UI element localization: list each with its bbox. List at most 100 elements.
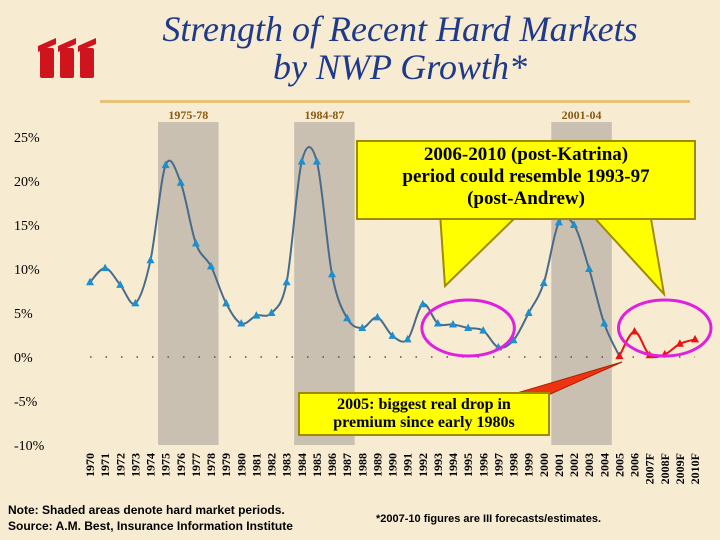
callout-2005-drop: 2005: biggest real drop in premium since… [298,392,550,436]
data-point-1983 [282,277,291,286]
x-tick-label: 2002 [567,453,581,477]
x-tick-label: 2006 [628,453,642,477]
hard-market-label: 1975-78 [168,108,208,122]
data-point-1999 [524,308,533,316]
data-point-1970 [86,277,94,286]
x-tick-label: 1991 [401,453,415,477]
data-point-1974 [146,255,155,264]
x-tick-label: 1974 [144,453,158,477]
title-rule [100,100,690,103]
data-point-1988 [358,323,367,331]
data-point-1993 [433,319,442,327]
y-tick-label: 25% [14,131,40,146]
x-tick-label: 1995 [461,453,475,477]
x-tick-label: 1982 [265,453,279,477]
data-point-1973 [131,298,140,307]
data-point-1995 [464,323,473,331]
x-tick-label: 1993 [431,453,445,477]
pointer-to-1993-97 [438,212,523,289]
data-point-2003 [585,264,594,272]
x-tick-label: 1996 [476,453,490,477]
data-point-1987 [343,313,352,322]
data-point-1985 [312,157,321,165]
y-tick-label: 0% [14,351,33,366]
data-point-1998 [509,335,518,344]
data-point-1991 [403,334,412,343]
note-line-2: Source: A.M. Best, Insurance Information… [8,519,293,533]
y-tick-label: 15% [14,219,40,234]
x-tick-label: 1972 [113,453,127,477]
data-point-1984 [297,157,306,165]
x-tick-label: 2009F [673,453,687,484]
data-point-1977 [191,238,200,247]
x-tick-label: 2007F [643,453,657,484]
data-point-1980 [237,319,246,327]
y-tick-label: -5% [14,395,38,410]
note-line-1: Note: Shaded areas denote hard market pe… [8,503,285,517]
data-point-2000 [539,278,548,287]
x-tick-label: 2003 [582,453,596,477]
hard-market-label: 2001-04 [562,108,602,122]
x-tick-label: 1973 [128,453,142,477]
data-point-1982 [267,308,276,316]
data-point-1990 [388,331,397,339]
x-tick-label: 1976 [174,453,188,477]
callout-drop-line-2: premium since early 1980s [333,414,515,431]
callout-pointers [438,212,666,399]
title-line-2: by NWP Growth* [272,47,527,87]
callout-main-line-3: (post-Andrew) [467,188,585,209]
x-tick-label: 1977 [189,453,203,477]
x-tick-label: 2004 [597,453,611,477]
x-tick-label: 1980 [234,453,248,477]
x-tick-label: 1999 [522,453,536,477]
data-point-1996 [479,326,488,334]
callout-post-katrina: 2006-2010 (post-Katrina) period could re… [356,140,696,220]
x-tick-label: 1983 [280,453,294,477]
y-tick-label: 20% [14,175,40,190]
data-point-1972 [116,280,125,288]
highlight-circle-1 [617,298,713,358]
data-point-1992 [418,299,427,308]
data-point-1994 [449,319,457,328]
x-tick-label: 1985 [310,453,324,477]
x-tick-label: 1979 [219,453,233,477]
x-tick-label: 1981 [249,453,263,477]
x-tick-label: 1978 [204,453,218,477]
highlight-circle-0 [420,298,516,358]
x-tick-label: 1994 [446,453,460,477]
x-tick-label: 1997 [491,453,505,477]
y-tick-label: 10% [14,263,40,278]
data-point-1975 [161,160,170,169]
y-tick-label: -10% [14,439,45,454]
x-tick-label: 1992 [416,453,430,477]
hard-market-1984-87 [294,122,355,445]
data-point-1979 [222,298,231,307]
x-tick-label: 1975 [159,453,173,477]
data-point-2004 [600,319,609,327]
hard-market-labels: 1975-78 1984-87 2001-04 [168,108,601,122]
data-point-1976 [176,178,185,186]
y-tick-label: 5% [14,307,33,322]
title-line-1: Strength of Recent Hard Markets [162,9,638,49]
hard-market-1975-78 [158,122,219,445]
x-tick-label: 1987 [340,453,354,477]
source-note: Note: Shaded areas denote hard market pe… [8,502,293,534]
data-point-2006 [630,326,639,335]
data-point-1981 [252,311,261,319]
forecast-note: *2007-10 figures are III forecasts/estim… [376,513,602,525]
hard-market-label: 1984-87 [304,108,344,122]
x-tick-label: 1984 [295,453,309,477]
x-tick-label: 2008F [658,453,672,484]
highlight-circles [420,298,713,358]
x-tick-label: 2010F [688,453,702,484]
x-tick-label: 1986 [325,453,339,477]
callout-drop-line-1: 2005: biggest real drop in [337,396,511,413]
data-point-1986 [328,269,336,278]
data-point-2010F [691,334,699,343]
callout-main-line-1: 2006-2010 (post-Katrina) [423,144,629,165]
x-tick-label: 1989 [370,453,384,477]
x-tick-label: 1988 [355,453,369,477]
data-point-1989 [373,312,382,321]
x-tick-label: 1970 [83,453,97,477]
data-point-1971 [101,263,110,272]
